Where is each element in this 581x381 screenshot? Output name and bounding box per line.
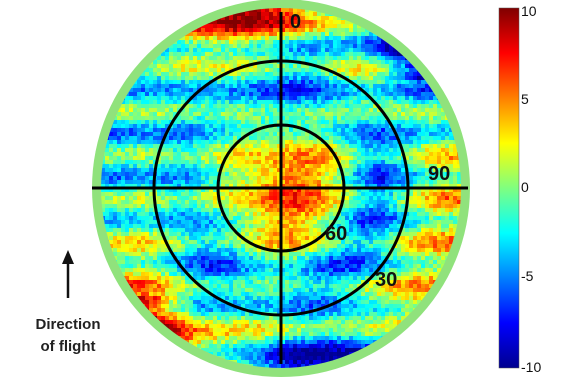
colorbar-tick-5: 5 bbox=[521, 91, 529, 107]
ring-label-60: 60 bbox=[325, 223, 347, 245]
colorbar-tick-neg5: -5 bbox=[521, 268, 534, 284]
colorbar-tick-neg10: -10 bbox=[521, 359, 541, 375]
angle-label-90: 90 bbox=[428, 163, 450, 185]
colorbar-tick-10: 10 bbox=[521, 3, 537, 19]
flight-label-line2: of flight bbox=[41, 338, 96, 355]
flight-label-line1: Direction bbox=[35, 316, 100, 333]
flight-arrow-icon bbox=[62, 250, 74, 264]
ring-label-30: 30 bbox=[375, 269, 397, 291]
colorbar-tick-0: 0 bbox=[521, 179, 529, 195]
colorbar bbox=[499, 8, 519, 368]
angle-label-0: 0 bbox=[290, 11, 301, 33]
